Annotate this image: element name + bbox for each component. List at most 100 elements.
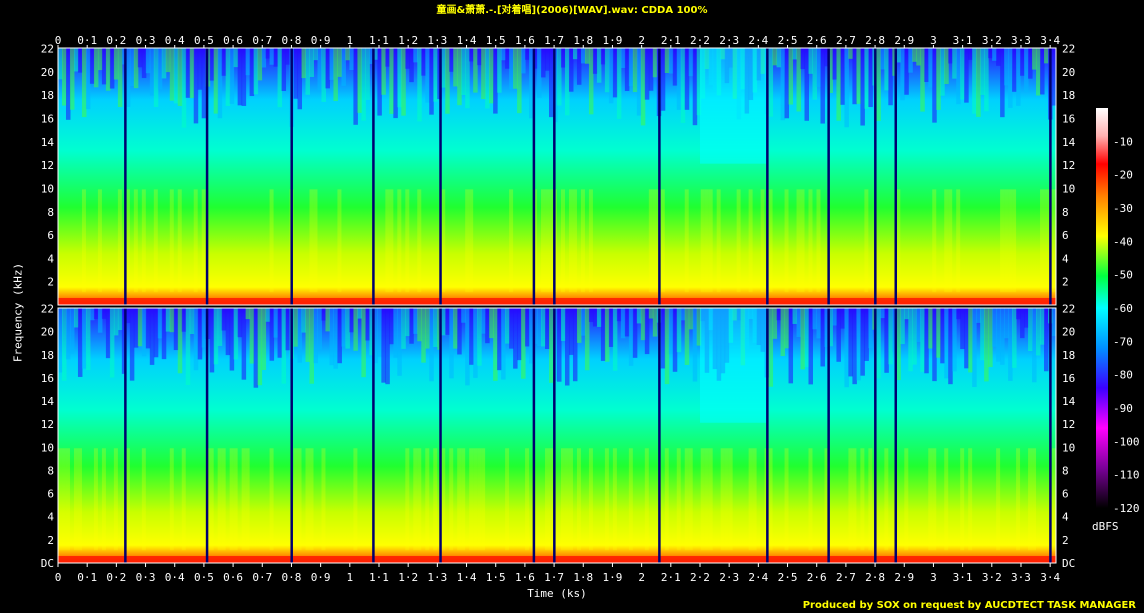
spectrum-strip [301,48,307,79]
spectrum-strip [113,48,119,80]
spectrum-strip [816,48,821,87]
y-tick-label-right: 4 [1062,252,1069,265]
spectrum-strip [81,308,87,369]
spectrum-strip [405,308,410,337]
spectrum-strip [1028,48,1033,79]
spectrum-strip [193,48,199,124]
spectrum-strip [393,308,398,358]
spectrum-strip [77,48,83,73]
spectrum-strip [964,48,969,103]
spectrum-strip [137,48,143,68]
spectrum-strip [321,448,326,551]
spectrum-strip [768,189,773,293]
spectrum-strip [628,308,634,366]
credit-text: Produced by SOX on request by AUCDTECT T… [802,600,1136,611]
spectrum-strip [900,48,905,101]
spectrum-strip [433,48,438,102]
spectrum-strip [568,48,574,92]
spectrum-strip [181,48,187,128]
spectrum-strip [417,189,422,293]
spectrum-strip [425,448,430,551]
spectrum-strip [796,189,801,293]
colorbar-tick-label: -80 [1113,369,1133,382]
spectrum-strip [433,448,438,551]
x-tick-label-bottom: 3·3 [1011,571,1031,584]
spectrum-strip [337,48,342,77]
spectrum-strip [784,189,789,293]
y-tick-label-left: 10 [41,441,54,454]
spectrum-strip [149,48,155,96]
spectrum-strip [680,308,686,321]
y-tick-label-left: 14 [41,136,55,149]
x-tick-label-top: 2·1 [661,34,681,47]
spectrum-strip [812,308,817,330]
spectrum-strip [584,308,590,371]
spectrum-strip [69,48,75,110]
spectrum-strip [173,308,179,351]
spectrum-strip [237,308,243,338]
spectrum-strip [381,308,386,383]
x-tick-label-top: 2·4 [748,34,768,47]
spectrum-strip [113,448,118,551]
spectrum-strip [253,308,259,388]
spectrum-strip [920,308,925,372]
y-tick-label-left: 16 [41,113,54,126]
x-tick-label-bottom: 1·7 [544,571,564,584]
y-tick-label-right: DC [1062,557,1075,570]
y-axis-label: Frequency (kHz) [11,262,25,363]
spectrum-strip [377,308,382,357]
spectrum-strip [249,308,255,364]
spectrum-strip [405,189,410,293]
spectrum-strip [900,308,905,345]
spectrum-strip [233,448,238,551]
spectrum-strip [828,308,833,347]
spectrum-strip [169,189,174,293]
spectrum-strip [305,308,310,362]
spectrum-strip [580,189,585,293]
spectrum-strip [365,48,370,100]
spectrum-strip [481,48,486,100]
spectrum-strip [644,308,650,355]
spectrum-strip [173,48,179,104]
spectrum-strip [960,48,965,100]
spectrum-strip [976,308,981,323]
x-tick-label-bottom: 3 [930,571,937,584]
spectrum-strip [844,308,849,388]
spectrum-strip [708,448,713,551]
x-tick-label-top: 1·6 [515,34,535,47]
y-tick-label-right: 2 [1062,276,1069,289]
spectrum-strip [840,308,845,329]
spectrum-strip [924,308,929,374]
spectrum-strip [501,48,506,61]
spectrum-strip [373,48,378,60]
spectrum-strip [972,48,977,114]
spectrum-strip [1036,48,1041,96]
spectrum-strip [664,308,670,385]
spectrum-strip [672,308,678,372]
spectrum-strip [992,308,997,347]
x-tick-label-top: 2·9 [894,34,914,47]
spectrum-strip [664,448,669,551]
spectrum-strip [537,308,542,346]
spectrum-strip [125,189,130,293]
spectrum-strip [485,308,490,344]
y-tick-label-right: 10 [1062,182,1075,195]
spectrum-strip [417,48,422,122]
spectrum-strip [269,48,275,65]
spectrum-strip [221,308,227,331]
spectrum-strip [229,308,235,371]
track-break [553,48,556,305]
spectrum-strip [277,308,283,358]
spectrum-strip [389,189,394,293]
spectrum-strip [281,308,287,384]
spectrum-strip [968,448,973,551]
spectrum-strip [457,448,462,551]
spectrum-strip [948,189,953,293]
spectrum-strip [636,308,642,324]
spectrum-strip [213,308,219,365]
spectrum-strip [445,308,450,335]
spectrum-strip [465,308,470,386]
track-break [124,308,127,563]
spectrum-strip [864,48,869,109]
spectrum-strip [385,308,390,385]
